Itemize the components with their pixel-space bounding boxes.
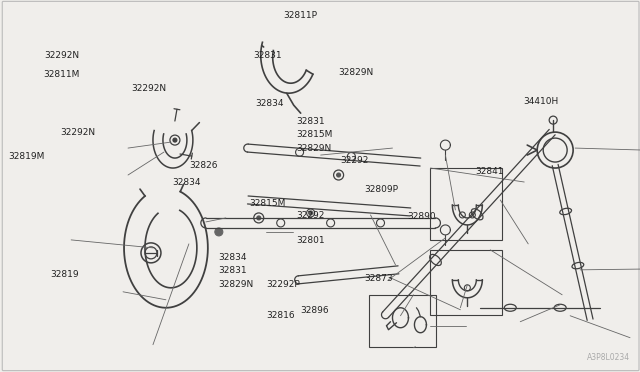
Circle shape <box>308 211 313 215</box>
Text: 32829N: 32829N <box>218 279 253 289</box>
Text: 32809P: 32809P <box>364 185 398 194</box>
Text: 32292P: 32292P <box>266 279 300 289</box>
Text: 32834: 32834 <box>255 99 284 108</box>
Text: 32811P: 32811P <box>284 12 317 20</box>
Text: 32829N: 32829N <box>339 68 374 77</box>
Text: 32834: 32834 <box>218 253 247 262</box>
Text: 32292: 32292 <box>340 155 368 164</box>
Bar <box>369 295 436 347</box>
Text: 34410H: 34410H <box>524 97 559 106</box>
Text: 32831: 32831 <box>253 51 282 60</box>
Bar <box>431 168 502 240</box>
Circle shape <box>173 138 177 142</box>
Text: 32873: 32873 <box>364 273 393 283</box>
Text: 32815M: 32815M <box>296 130 333 139</box>
Text: 32292: 32292 <box>296 211 324 220</box>
Text: A3P8L0234: A3P8L0234 <box>587 353 630 362</box>
Circle shape <box>337 173 340 177</box>
Circle shape <box>257 216 260 220</box>
Text: 32834: 32834 <box>172 178 201 187</box>
Circle shape <box>215 228 223 236</box>
Text: 32841: 32841 <box>476 167 504 176</box>
Text: 32826: 32826 <box>189 161 218 170</box>
Text: 32831: 32831 <box>296 116 325 125</box>
Bar <box>431 250 502 315</box>
Text: 32292N: 32292N <box>131 84 166 93</box>
Text: 32819M: 32819M <box>8 152 45 161</box>
Text: 32890: 32890 <box>407 212 435 221</box>
Text: 32292N: 32292N <box>44 51 79 60</box>
Text: 32896: 32896 <box>300 306 329 315</box>
Text: 32819: 32819 <box>51 270 79 279</box>
Text: 32811M: 32811M <box>43 70 79 79</box>
Text: 32292N: 32292N <box>61 128 96 137</box>
Text: 32815M: 32815M <box>249 199 285 208</box>
Text: 32801: 32801 <box>296 237 325 246</box>
Text: 32829N: 32829N <box>296 144 332 153</box>
Text: 32816: 32816 <box>266 311 295 320</box>
Text: 32831: 32831 <box>218 266 247 275</box>
